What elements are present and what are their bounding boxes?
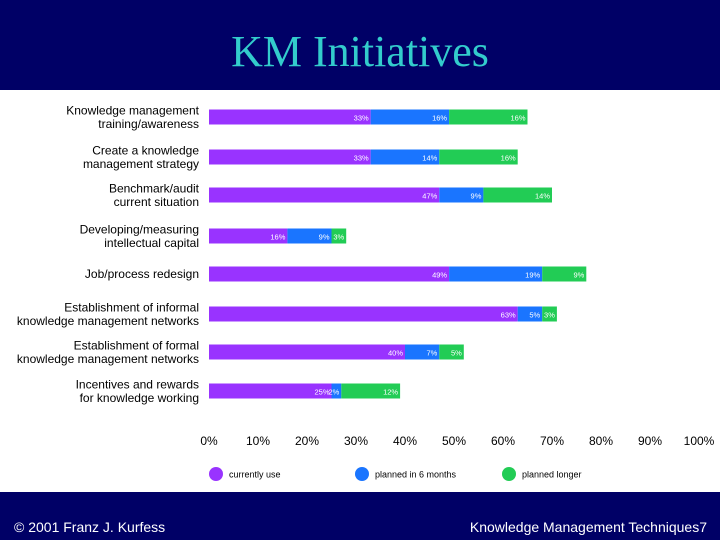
x-tick-label: 90% bbox=[638, 434, 662, 448]
bar-segment-planned-longer bbox=[439, 149, 518, 165]
x-tick-label: 60% bbox=[491, 434, 515, 448]
data-label: 12% bbox=[383, 388, 398, 397]
category-label: Establishment of informal knowledge manag… bbox=[17, 300, 199, 328]
data-label: 63% bbox=[501, 311, 516, 320]
data-label: 2% bbox=[328, 388, 339, 397]
x-tick-label: 0% bbox=[200, 434, 218, 448]
data-label: 16% bbox=[510, 114, 525, 123]
data-label: 33% bbox=[354, 114, 369, 123]
bar-segment-currently-use bbox=[209, 228, 288, 244]
category-label: Job/process redesign bbox=[85, 267, 199, 281]
footer-course-page: Knowledge Management Techniques7 bbox=[469, 519, 707, 535]
data-label: 3% bbox=[544, 311, 555, 320]
x-tick-label: 100% bbox=[684, 434, 715, 448]
bar-segment-planned-longer bbox=[542, 306, 557, 322]
bar-segment-currently-use bbox=[209, 109, 371, 125]
data-label: 14% bbox=[535, 192, 550, 201]
category-label: Knowledge management training/awareness bbox=[66, 103, 199, 131]
legend-label: planned longer bbox=[522, 470, 582, 480]
data-label: 3% bbox=[333, 233, 344, 242]
bar-segment-planned-in-6-months bbox=[405, 344, 440, 360]
bar-segment-planned-longer bbox=[341, 383, 401, 399]
x-tick-label: 70% bbox=[540, 434, 564, 448]
category-label: Benchmark/audit current situation bbox=[109, 181, 200, 209]
x-tick-label: 20% bbox=[295, 434, 319, 448]
bar-segment-planned-longer bbox=[449, 109, 528, 125]
bar-segment-planned-in-6-months bbox=[517, 306, 543, 322]
bar-segment-planned-longer bbox=[439, 344, 464, 360]
category-label: Developing/measuring intellectual capital bbox=[80, 222, 199, 250]
bar-segment-planned-in-6-months bbox=[370, 149, 440, 165]
bar-segment-planned-in-6-months bbox=[449, 266, 543, 282]
legend-marker bbox=[502, 467, 516, 481]
x-tick-label: 10% bbox=[246, 434, 270, 448]
bar-segment-currently-use bbox=[209, 266, 450, 282]
bar-segment-planned-in-6-months bbox=[287, 228, 332, 244]
data-label: 9% bbox=[573, 271, 584, 280]
bar-segment-planned-in-6-months bbox=[439, 187, 484, 203]
chart-panel: Knowledge management training/awareness 33… bbox=[0, 90, 720, 492]
data-label: 49% bbox=[432, 271, 447, 280]
data-label: 16% bbox=[270, 233, 285, 242]
bar-segment-currently-use bbox=[209, 149, 371, 165]
footer-copyright: © 2001 Franz J. Kurfess bbox=[14, 519, 166, 535]
data-label: 14% bbox=[422, 154, 437, 163]
data-label: 19% bbox=[525, 271, 540, 280]
bar-segment-planned-longer bbox=[542, 266, 587, 282]
slide-title: KM Initiatives bbox=[231, 27, 489, 76]
bar-segment-currently-use bbox=[209, 306, 518, 322]
legend-marker bbox=[355, 467, 369, 481]
x-tick-label: 80% bbox=[589, 434, 613, 448]
data-label: 33% bbox=[354, 154, 369, 163]
legend-label: planned in 6 months bbox=[375, 470, 457, 480]
data-label: 5% bbox=[451, 349, 462, 358]
bar-segment-planned-in-6-months bbox=[370, 109, 450, 125]
legend-label: currently use bbox=[229, 470, 281, 480]
category-label: Incentives and rewards for knowledge work… bbox=[76, 377, 199, 405]
x-tick-label: 40% bbox=[393, 434, 417, 448]
data-label: 9% bbox=[471, 192, 482, 201]
x-tick-label: 50% bbox=[442, 434, 466, 448]
bar-segment-planned-in-6-months bbox=[331, 383, 342, 399]
data-label: 25% bbox=[314, 388, 329, 397]
data-label: 5% bbox=[529, 311, 540, 320]
bar-segment-planned-longer bbox=[483, 187, 552, 203]
bar-segment-currently-use bbox=[209, 383, 332, 399]
bar-segment-currently-use bbox=[209, 344, 405, 360]
x-tick-label: 30% bbox=[344, 434, 368, 448]
data-label: 40% bbox=[388, 349, 403, 358]
data-label: 16% bbox=[432, 114, 447, 123]
legend-marker bbox=[209, 467, 223, 481]
stacked-bar-chart: Knowledge management training/awareness 33… bbox=[17, 103, 715, 481]
data-label: 9% bbox=[319, 233, 330, 242]
bar-segment-currently-use bbox=[209, 187, 440, 203]
category-label: Establishment of formal knowledge managem… bbox=[17, 338, 199, 366]
data-label: 7% bbox=[426, 349, 437, 358]
data-label: 16% bbox=[501, 154, 516, 163]
bar-segment-planned-longer bbox=[331, 228, 347, 244]
data-label: 47% bbox=[422, 192, 437, 201]
category-label: Create a knowledge management strategy bbox=[83, 143, 199, 171]
